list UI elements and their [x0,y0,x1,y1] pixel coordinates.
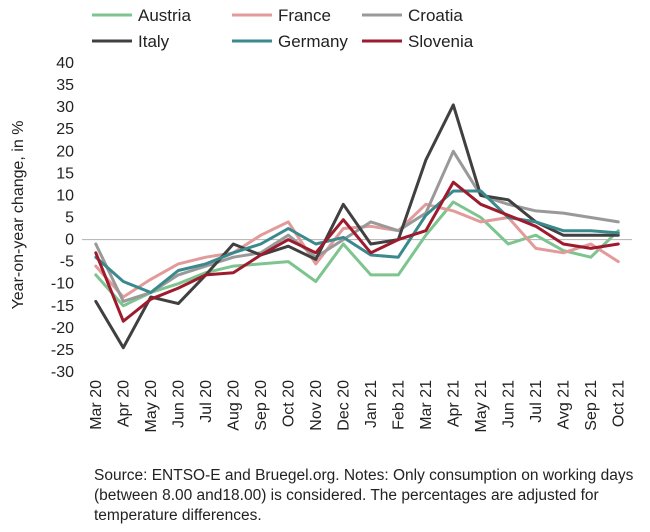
series-line-slovenia [94,180,620,323]
x-tick-label: Jun 21 [500,380,517,428]
x-tick-label: Mar 20 [88,380,105,430]
source-note: Source: ENTSO-E and Bruegel.org. Notes: … [94,467,634,524]
x-tick-label: Nov 20 [308,380,325,431]
x-tick-label: Apr 21 [445,380,462,427]
y-tick-label: 10 [56,187,74,204]
y-tick-label: -20 [51,320,74,337]
x-tick-label: Oct 20 [280,380,297,427]
y-tick-label: 5 [65,210,74,227]
series-line-france [94,202,620,299]
y-tick-label: 20 [56,143,74,160]
x-tick-label: May 20 [143,380,160,433]
y-tick-label: 25 [56,121,74,138]
x-tick-label: May 21 [473,380,490,433]
chart-legend: Austria France Croatia Italy Germany Slovenia [92,6,474,51]
line-chart: Austria France Croatia Italy Germany Slovenia… [10,6,632,433]
y-axis-label: Year-on-year change, in % [10,121,27,310]
x-tick-label: Feb 21 [390,380,407,430]
x-tick-label: Jul 21 [528,380,545,423]
y-tick-label: -10 [51,276,74,293]
x-tick-label: Oct 21 [610,380,627,427]
x-tick-label: Aug 20 [225,380,242,431]
legend-label-slovenia: Slovenia [408,32,474,51]
x-tick-label: Sep 21 [583,380,600,431]
x-tick-label: Dec 20 [335,380,352,431]
legend-label-croatia: Croatia [408,6,463,25]
x-tick-label: Mar 21 [418,380,435,430]
x-tick-label: Jun 20 [170,380,187,428]
series-line-croatia [94,149,620,303]
series-line-germany [94,189,620,294]
y-tick-label: -25 [51,342,74,359]
series-line-italy [94,103,620,350]
x-tick-label: Sep 20 [253,380,270,431]
x-tick-label: Jul 20 [198,380,215,423]
legend-label-france: France [278,6,331,25]
y-tick-label: 35 [56,77,74,94]
y-tick-label: -15 [51,298,74,315]
series-line-austria [94,200,620,308]
x-tick-label: Jan 21 [363,380,380,428]
y-tick-label: 15 [56,165,74,182]
y-tick-label: 0 [65,232,74,249]
y-tick-label: 30 [56,99,74,116]
y-tick-label: 40 [56,55,74,72]
y-tick-label: -30 [51,364,74,381]
y-tick-label: -5 [60,254,74,271]
x-axis: Mar 20 Apr 20 May 20 Jun 20 Jul 20 Aug 20 Sep … [82,239,632,433]
legend-label-germany: Germany [278,32,348,51]
y-axis: -30 -25 -20 -15 -10 -5 0 5 10 15 20 25 30 35 40 [51,55,74,381]
x-tick-label: Avg 21 [555,380,572,430]
x-tick-label: Apr 20 [115,380,132,427]
legend-label-italy: Italy [138,32,170,51]
legend-label-austria: Austria [138,6,191,25]
data-series [94,103,620,350]
